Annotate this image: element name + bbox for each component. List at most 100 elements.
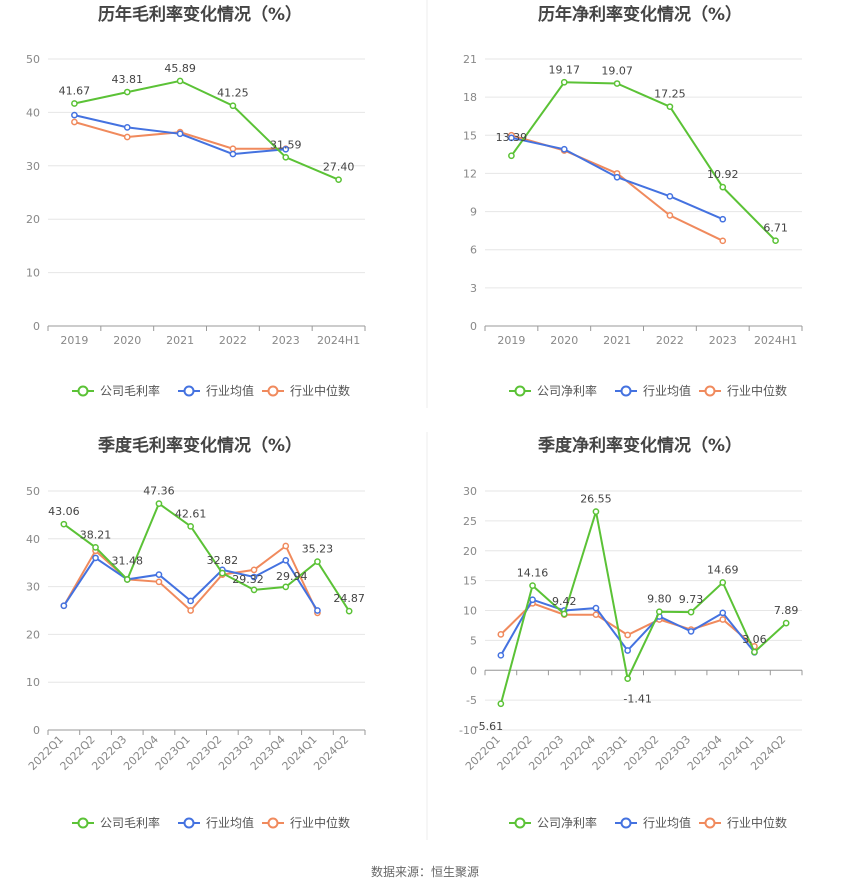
data-point [782,619,790,627]
data-point [497,700,505,708]
legend-swatch-marker [704,817,716,829]
data-label: 29.32 [232,573,264,586]
data-label: 17.25 [654,88,686,101]
data-point [92,544,99,551]
data-point [250,573,258,581]
data-point [592,611,600,619]
data-label: 31.48 [112,555,144,568]
data-label: 29.94 [276,570,308,583]
legend-label: 公司毛利率 [100,383,160,398]
chart-title: 季度毛利率变化情况（%） [98,435,302,456]
data-label: 47.36 [143,485,175,498]
x-tick-label: 2020 [113,334,141,347]
data-point [60,602,68,610]
data-point [666,103,674,111]
chart-title: 历年毛利率变化情况（%） [98,4,302,25]
data-point [666,192,674,200]
x-tick-label: 2022 [219,334,247,347]
data-label: 9.80 [647,593,672,606]
data-label: 9.42 [552,595,577,608]
y-tick-label: 50 [26,53,40,66]
data-label: 14.16 [517,567,549,580]
data-point [560,78,568,86]
y-tick-label: 40 [26,533,40,546]
data-label: 38.21 [80,528,112,541]
legend-label: 行业中位数 [727,815,787,830]
series-line-1 [63,502,350,612]
legend-label: 行业中位数 [290,383,350,398]
y-tick-label: 6 [470,244,477,257]
data-point [155,578,163,586]
x-tick-label: 2023 [709,334,737,347]
y-tick-label: 12 [463,167,477,180]
data-point [624,647,632,654]
data-point [229,145,237,153]
data-point [719,237,727,245]
data-point [250,586,258,594]
data-point [772,237,779,245]
y-tick-label: 30 [26,581,40,594]
data-label: 7.89 [774,604,799,617]
x-tick-label: 2021 [603,334,631,347]
data-source-note: 数据来源：恒生聚源 [371,864,479,879]
data-point [345,607,353,615]
data-point [187,607,194,614]
data-point [624,675,632,683]
data-point [123,88,131,96]
series-line-1 [499,511,787,705]
data-point [71,111,78,119]
data-point [719,616,727,623]
legend-swatch-marker [704,385,716,397]
y-tick-label: 0 [470,320,477,333]
y-tick-label: 15 [463,129,477,142]
data-point [719,579,727,586]
data-label: 27.40 [323,161,355,174]
data-point [229,150,237,158]
data-point [282,556,290,564]
data-point [282,583,290,591]
data-label: 10.92 [707,168,739,181]
y-tick-label: 25 [463,515,477,528]
legend-label: 行业均值 [643,383,691,398]
data-point [687,608,695,616]
data-label: -5.61 [475,720,503,733]
data-point [497,651,505,659]
data-label: 24.87 [333,592,365,605]
legend-swatch-marker [77,817,89,829]
data-label: 9.73 [679,593,704,606]
data-point [560,145,568,153]
data-label: 43.81 [112,73,144,86]
data-point [250,566,258,574]
data-point [155,500,163,507]
series-line-3 [511,134,724,242]
legend-swatch-marker [77,385,89,397]
chart-panel-4: 季度净利率变化情况（%）-10-50510152025302022Q12022Q… [459,435,803,830]
x-tick-label: 2019 [60,334,88,347]
data-point [497,631,505,638]
y-tick-label: 30 [26,160,40,173]
legend-swatch-marker [514,817,526,829]
data-point [123,133,131,141]
chart-panel-1: 历年毛利率变化情况（%） 0 10 20 30 40 50 2019 2020 2021 2022 2… [26,4,366,398]
y-tick-label: 0 [33,724,40,737]
x-tick-label: 2024H1 [754,334,797,347]
data-label: 42.61 [175,507,207,520]
legend-label: 行业均值 [206,383,254,398]
data-label: 13.39 [496,131,528,144]
data-point [60,520,68,528]
legend-label: 公司净利率 [537,815,597,830]
x-tick-label: 2024H1 [317,334,360,347]
y-tick-label: 21 [463,53,477,66]
legend-label: 公司毛利率 [100,815,160,830]
data-label: 26.55 [580,493,612,506]
data-label: 31.59 [270,138,302,151]
data-point [282,542,290,550]
data-point [719,215,727,223]
data-label: 41.67 [59,84,91,97]
chart-panel-2: 历年净利率变化情况（%） 0 3 6 9 12 15 18 21 2019 2020 2021 2022… [463,4,803,398]
data-label: 41.25 [217,87,249,100]
data-point [624,631,632,639]
x-tick-label: 2022 [656,334,684,347]
data-label: 45.89 [164,62,196,75]
